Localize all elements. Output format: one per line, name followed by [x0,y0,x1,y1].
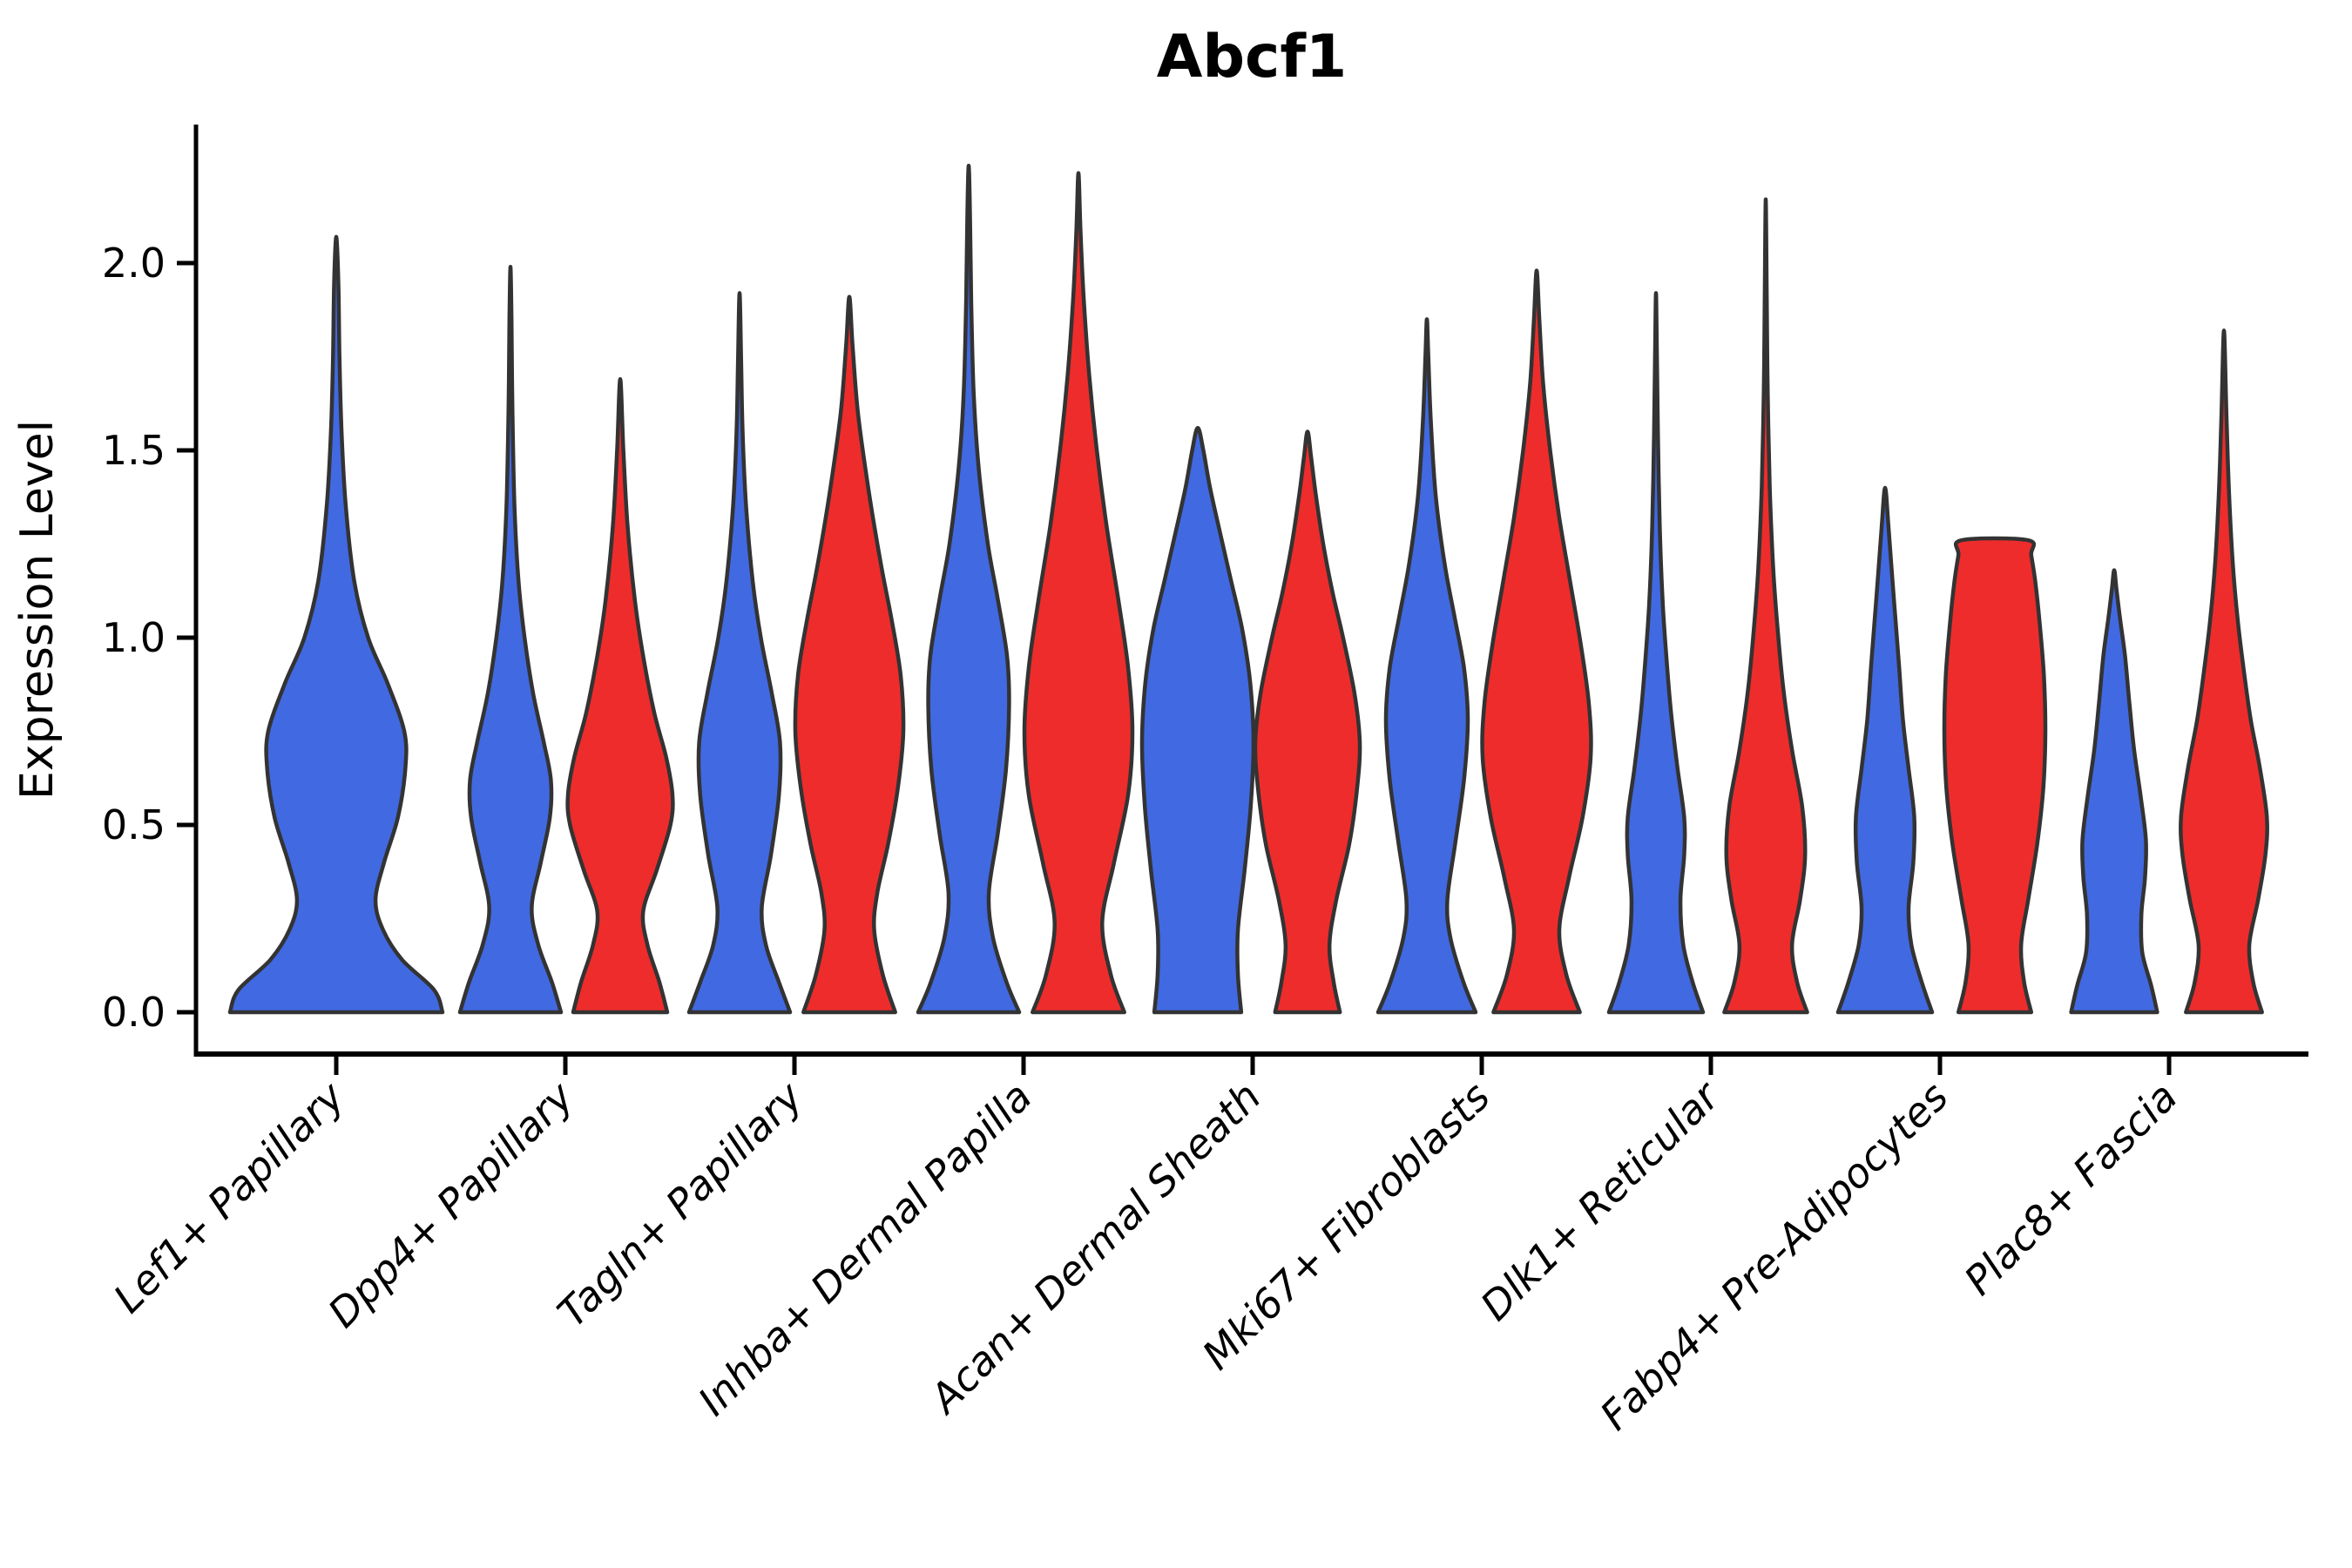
violin-red [2179,328,2269,1015]
x-tick-label: Lef1+ Papillary [105,1072,354,1321]
violin-red [793,294,906,1015]
violins-group [227,163,2269,1015]
violin-red [1942,536,2048,1015]
violin-red [1022,171,1135,1015]
violin-red [1253,429,1362,1015]
x-tick-label: Dlk1+ Reticular [1471,1071,1730,1329]
violin-red [565,377,675,1015]
x-tick-label: Plac8+ Fascia [1955,1073,2186,1304]
violin-blue [457,265,564,1015]
violin-red [1480,268,1593,1015]
y-tick-label: 0.5 [102,801,166,848]
violin-red [1722,197,1809,1015]
violin-blue [227,234,445,1015]
y-tick-label: 2.0 [102,240,166,287]
chart-title: Abcf1 [1157,23,1348,91]
violin-blue [1375,317,1478,1015]
y-tick-label: 1.5 [102,427,166,474]
x-tick-label: Tagln+ Papillary [548,1072,812,1336]
violin-blue [686,291,793,1015]
violin-blue [916,163,1022,1015]
y-tick-label: 0.0 [102,989,166,1036]
violin-blue [1139,425,1256,1015]
violin-blue [1606,291,1706,1015]
y-ticks-group: 0.0 0.5 1.0 1.5 2.0 [102,240,196,1036]
y-axis-label: Expression Level [11,420,64,800]
violin-blue [1835,485,1935,1015]
violin-blue [2069,568,2159,1015]
y-tick-label: 1.0 [102,614,166,661]
x-tick-label: Dpp4+ Papillary [319,1072,583,1336]
